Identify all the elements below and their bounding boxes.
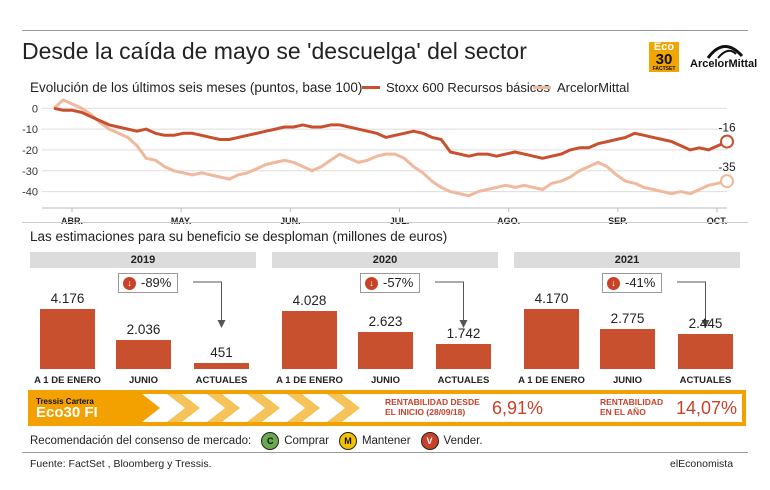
eco-logo-text: Eco (653, 41, 675, 53)
legend-swatch-stoxx (362, 86, 380, 89)
legend-swatch-arcelor (533, 86, 551, 89)
arcelormittal-logo: ArcelorMittal (690, 58, 758, 70)
bar-value-label: 1.742 (446, 326, 481, 342)
line-chart: 0 -10 -20 -30 -40 ABR. MAY. JUN. JUL. AGO. SEP. OCT… (22, 98, 736, 226)
year-header-2021: 2021 (514, 252, 740, 268)
return-since-start-label-a: RENTABILIDAD DESDE (385, 397, 480, 407)
series-end-label: -16 (718, 121, 736, 135)
return-year-value: 14,07% (676, 398, 738, 418)
down-arrow-icon: ↓ (123, 276, 136, 290)
bar-category-label: JUNIO (128, 375, 159, 386)
x-tick-label: MAY. (171, 216, 192, 226)
recommendation-label: Recomendación del consenso de mercado: (30, 435, 252, 447)
sell-label: Vender. (443, 435, 483, 447)
legend-arcelor: ArcelorMittal (533, 80, 629, 95)
hold-icon: M (338, 432, 357, 450)
bar-category-label: JUNIO (612, 375, 643, 386)
bar-value-label: 2.036 (126, 321, 161, 337)
y-tick-label: -10 (22, 124, 38, 136)
y-tick-label: -30 (22, 166, 38, 178)
change-value: -89% (141, 275, 172, 290)
y-tick-label: 0 (32, 103, 38, 115)
bar-category-label: ACTUALES (437, 375, 490, 386)
hold-label: Mantener (361, 435, 411, 447)
y-tick-label: -40 (22, 187, 38, 199)
eco30-logo: Eco 30 FACTSET (649, 42, 679, 72)
bar-2019-2 (194, 362, 249, 369)
bar-value-label: 2.775 (610, 311, 645, 327)
change-arrow-icon (435, 281, 468, 328)
series-line-arcelor (52, 98, 728, 198)
footer-rule (22, 452, 748, 453)
bar-2021-1 (600, 329, 655, 369)
return-since-start-label-b: EL INICIO (28/09/18) (385, 407, 466, 417)
bar-2019-0 (40, 309, 95, 369)
bar-value-label: 2.623 (368, 313, 403, 329)
mid-rule (22, 222, 748, 223)
eco-logo-sub: FACTSET (652, 66, 676, 72)
legend-label-stoxx: Stoxx 600 Recursos básicos (386, 80, 551, 95)
legend-stoxx: Stoxx 600 Recursos básicos (362, 80, 550, 95)
bar-value-label: 4.028 (292, 293, 327, 309)
bar-category-label: A 1 DE ENERO (276, 375, 343, 386)
change-badge: ↓ -41% (602, 273, 663, 293)
x-tick-label: ABR. (61, 216, 83, 226)
bar-category-label: JUNIO (370, 375, 401, 386)
x-tick-label: OCT. (707, 216, 728, 226)
top-rule (22, 30, 748, 31)
bar-category-label: A 1 DE ENERO (518, 375, 585, 386)
legend-label-arcelor: ArcelorMittal (557, 80, 630, 95)
y-tick-label: -20 (22, 145, 38, 157)
year-header-2020: 2020 (272, 252, 498, 268)
change-value: -41% (625, 275, 656, 290)
x-tick-label: AGO. (497, 216, 520, 226)
down-arrow-icon: ↓ (365, 276, 378, 290)
bar-chart-title: Las estimaciones para su beneficio se de… (30, 229, 448, 244)
fund-name: Tressis Cartera (36, 397, 94, 406)
bar-value-label: 451 (210, 344, 233, 360)
arcelor-swoosh-icon (706, 45, 744, 59)
page-title: Desde la caída de mayo se 'descuelga' de… (22, 38, 527, 64)
buy-icon: C (261, 432, 280, 450)
bar-category-label: ACTUALES (195, 375, 248, 386)
bar-2019-1 (116, 339, 171, 369)
year-header-2019: 2019 (30, 252, 256, 268)
bar-2020-1 (358, 331, 413, 369)
sell-icon: V (420, 432, 439, 450)
return-since-start-value: 6,91% (492, 398, 544, 418)
return-year-label-b: EN EL AÑO (600, 407, 646, 417)
series-end-marker (720, 174, 734, 189)
x-tick-label: SEP. (608, 216, 627, 226)
change-arrow-icon (677, 281, 710, 328)
change-badge: ↓ -89% (118, 273, 179, 293)
change-badge: ↓ -57% (360, 273, 421, 293)
bar-2021-2 (678, 334, 733, 369)
source-note: Fuente: FactSet , Bloomberg y Tressis. (30, 458, 212, 470)
bar-category-label: A 1 DE ENERO (34, 375, 101, 386)
bar-2020-0 (282, 311, 337, 369)
bar-2020-2 (436, 344, 491, 369)
change-value: -57% (383, 275, 414, 290)
bar-value-label: 4.170 (534, 291, 569, 307)
eco-logo-number: 30 (655, 51, 673, 68)
series-line-stoxx (53, 106, 728, 160)
series-end-marker (720, 134, 734, 149)
change-arrow-icon (193, 281, 226, 328)
bar-value-label: 4.176 (50, 291, 85, 307)
return-year-label-a: RENTABILIDAD (600, 397, 664, 407)
bar-2021-0 (524, 309, 579, 369)
x-tick-label: JUN. (280, 216, 301, 226)
down-arrow-icon: ↓ (607, 276, 620, 290)
line-chart-subtitle: Evolución de los últimos seis meses (pun… (30, 80, 363, 95)
bar-category-label: ACTUALES (679, 375, 732, 386)
buy-label: Comprar (284, 435, 329, 447)
fund-chevrons-icon (32, 394, 360, 422)
brand-credit: elEconomista (670, 458, 734, 470)
recommendation-row: Recomendación del consenso de mercado: C… (30, 432, 483, 450)
fund-logo: Eco30 FI (36, 404, 98, 421)
series-end-label: -35 (718, 160, 736, 174)
x-tick-label: JUL. (390, 216, 410, 226)
bar-value-label: 2.445 (688, 316, 723, 332)
